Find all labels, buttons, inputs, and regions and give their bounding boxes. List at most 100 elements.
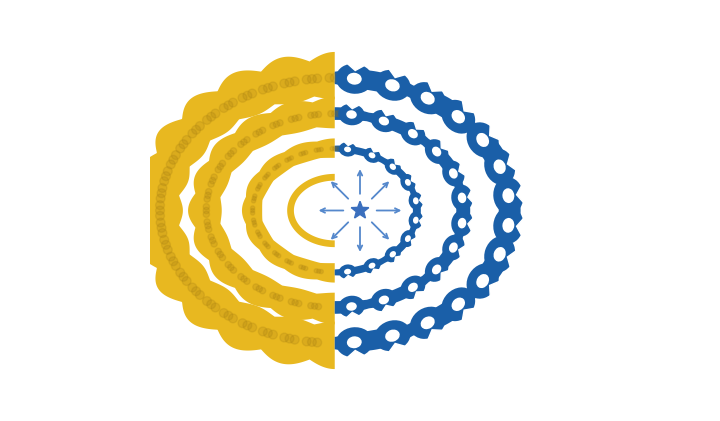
Circle shape bbox=[333, 147, 337, 151]
Wedge shape bbox=[516, 217, 529, 237]
Wedge shape bbox=[516, 184, 529, 204]
Wedge shape bbox=[346, 351, 366, 363]
Circle shape bbox=[276, 254, 281, 258]
Wedge shape bbox=[468, 217, 477, 232]
Circle shape bbox=[256, 129, 262, 135]
Circle shape bbox=[274, 252, 279, 256]
Circle shape bbox=[302, 75, 311, 84]
Circle shape bbox=[251, 199, 256, 203]
Circle shape bbox=[325, 74, 334, 83]
Circle shape bbox=[207, 300, 215, 309]
Ellipse shape bbox=[451, 210, 473, 236]
Polygon shape bbox=[242, 139, 335, 282]
Ellipse shape bbox=[339, 142, 356, 157]
Circle shape bbox=[289, 156, 294, 160]
Circle shape bbox=[228, 150, 234, 157]
Wedge shape bbox=[344, 139, 354, 146]
Wedge shape bbox=[420, 195, 426, 205]
Circle shape bbox=[211, 241, 217, 247]
Polygon shape bbox=[188, 97, 335, 324]
Circle shape bbox=[259, 127, 266, 133]
Circle shape bbox=[285, 158, 289, 162]
Ellipse shape bbox=[458, 192, 467, 203]
Circle shape bbox=[257, 232, 261, 236]
Circle shape bbox=[166, 160, 175, 169]
Wedge shape bbox=[346, 312, 361, 322]
Circle shape bbox=[196, 122, 204, 131]
Polygon shape bbox=[335, 146, 421, 275]
Circle shape bbox=[285, 259, 289, 263]
Circle shape bbox=[302, 337, 311, 346]
Ellipse shape bbox=[369, 263, 375, 269]
Circle shape bbox=[276, 163, 281, 167]
Circle shape bbox=[211, 174, 217, 180]
Ellipse shape bbox=[493, 207, 523, 244]
Circle shape bbox=[312, 303, 318, 309]
Ellipse shape bbox=[413, 197, 418, 204]
Ellipse shape bbox=[410, 82, 446, 115]
Wedge shape bbox=[462, 98, 477, 113]
Circle shape bbox=[156, 201, 164, 210]
Circle shape bbox=[253, 223, 257, 227]
Wedge shape bbox=[414, 120, 426, 129]
Circle shape bbox=[292, 115, 298, 122]
Circle shape bbox=[228, 264, 234, 271]
Circle shape bbox=[217, 251, 223, 258]
Circle shape bbox=[156, 218, 165, 227]
Circle shape bbox=[238, 141, 244, 147]
Wedge shape bbox=[395, 256, 402, 263]
Circle shape bbox=[160, 177, 168, 186]
Circle shape bbox=[188, 129, 197, 138]
Ellipse shape bbox=[420, 92, 435, 104]
Circle shape bbox=[169, 155, 178, 164]
Wedge shape bbox=[427, 330, 445, 343]
Circle shape bbox=[163, 245, 172, 254]
Circle shape bbox=[166, 252, 175, 261]
Circle shape bbox=[256, 230, 260, 234]
Ellipse shape bbox=[374, 70, 410, 101]
Ellipse shape bbox=[441, 288, 475, 321]
Circle shape bbox=[276, 120, 283, 126]
Circle shape bbox=[208, 181, 215, 187]
Ellipse shape bbox=[400, 174, 415, 191]
Circle shape bbox=[251, 218, 256, 222]
Circle shape bbox=[336, 74, 344, 83]
Circle shape bbox=[196, 290, 204, 299]
Circle shape bbox=[244, 278, 250, 285]
Wedge shape bbox=[395, 158, 402, 165]
Ellipse shape bbox=[364, 148, 381, 163]
Ellipse shape bbox=[384, 159, 401, 175]
Circle shape bbox=[160, 235, 168, 244]
Circle shape bbox=[243, 321, 252, 330]
Circle shape bbox=[304, 150, 308, 155]
Circle shape bbox=[228, 98, 238, 107]
Circle shape bbox=[314, 148, 318, 152]
Circle shape bbox=[304, 266, 308, 271]
Circle shape bbox=[192, 125, 201, 134]
Wedge shape bbox=[346, 58, 366, 70]
Circle shape bbox=[228, 314, 238, 323]
Ellipse shape bbox=[458, 218, 467, 229]
Wedge shape bbox=[490, 123, 503, 141]
Circle shape bbox=[258, 85, 267, 94]
Ellipse shape bbox=[346, 302, 357, 311]
Ellipse shape bbox=[369, 152, 375, 158]
Circle shape bbox=[296, 300, 302, 306]
Circle shape bbox=[280, 333, 289, 342]
Circle shape bbox=[215, 167, 221, 173]
Circle shape bbox=[332, 111, 338, 117]
Circle shape bbox=[157, 189, 166, 197]
Ellipse shape bbox=[420, 317, 435, 329]
Circle shape bbox=[224, 311, 233, 320]
Circle shape bbox=[307, 112, 314, 118]
Circle shape bbox=[204, 192, 211, 199]
Ellipse shape bbox=[346, 110, 357, 119]
Ellipse shape bbox=[451, 298, 465, 311]
Circle shape bbox=[182, 277, 191, 285]
Wedge shape bbox=[441, 139, 451, 151]
Wedge shape bbox=[387, 344, 408, 356]
Circle shape bbox=[315, 304, 322, 310]
Wedge shape bbox=[508, 250, 521, 269]
Circle shape bbox=[161, 240, 171, 249]
Circle shape bbox=[215, 248, 221, 254]
